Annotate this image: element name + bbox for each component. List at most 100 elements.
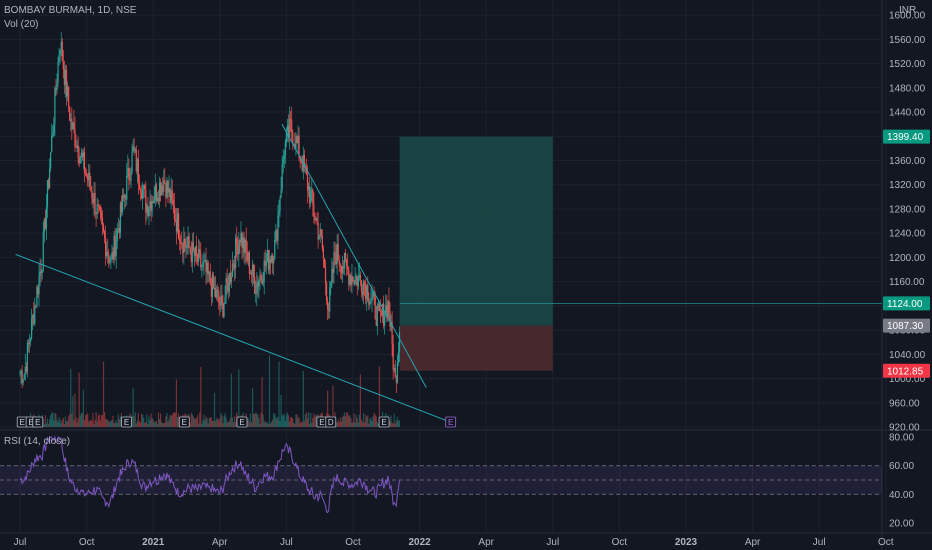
candle-body [189,248,191,253]
candle-body [335,254,337,264]
candle-body [179,238,181,243]
candle-body [98,205,100,207]
volume-bar [134,412,136,427]
candle-body [268,259,271,270]
volume-bar [390,415,392,427]
volume-bar [160,413,162,427]
candle-body [297,136,299,144]
candle-body [68,87,70,107]
earnings-marker-label: E [28,418,33,427]
volume-bar [308,412,310,427]
candle-body [53,123,55,134]
volume-bar [358,414,360,427]
trendlines-layer[interactable] [15,123,451,423]
volume-bar [117,413,119,427]
volume-bar [220,413,222,427]
volume-bar [235,421,237,427]
candle-body [373,291,375,297]
volume-bar [100,414,102,427]
candle-body [247,252,249,261]
volume-bar [249,413,252,427]
candle-body [154,184,156,200]
volume-bar [136,420,138,427]
candle-body [352,276,354,282]
candle-body [243,237,245,253]
earnings-markers[interactable]: E E E E E E E E ED [16,416,457,428]
volume-bar [145,422,147,427]
time-tick-label: Jul [546,537,559,548]
candle-body [91,190,93,199]
candle-body [157,198,160,202]
candle-body [64,69,67,85]
candle-body [101,217,104,225]
time-axis[interactable]: Jul Oct 2021 Apr Jul Oct 2022 Apr Jul Oct 2023 Apr J… [14,537,894,548]
candle-body [125,195,127,200]
candle-body [225,277,227,297]
volume-bar [212,420,215,427]
candle-body [78,158,80,164]
volume-bar [190,412,192,427]
candle-body [40,271,42,274]
volume-bar [149,420,151,427]
candle-body [86,173,88,176]
candle-body [107,252,109,256]
volume-bar [278,361,280,427]
position-tool[interactable] [399,136,882,371]
candle-body [151,201,153,211]
volume-bar [53,420,55,427]
candle-body [396,362,398,383]
target-zone [399,136,553,326]
candle-body [226,277,228,283]
volume-bar [264,421,266,427]
candle-body [397,351,400,363]
candle-body [349,275,351,285]
volume-bar [223,415,225,427]
volume-bar [101,415,104,427]
volume-bar [286,412,289,427]
volume-bar [157,412,160,427]
candle-body [303,154,305,168]
candle-body [295,136,297,150]
candle-body [305,167,308,175]
candle-body [180,242,182,244]
volume-bar [51,412,53,427]
candle-body [385,305,387,316]
candle-body [55,88,57,91]
volume-bar [282,415,284,427]
candle-body [172,199,174,206]
candle-body [375,318,377,326]
candle-body [241,232,243,248]
candle-body [84,172,87,174]
volume-bar [332,385,334,427]
volume-bar [92,412,94,427]
candle-body [333,252,335,273]
volume-bar [378,366,381,427]
volume-bar [209,417,211,427]
volume-bar [44,415,46,427]
candle-body [382,303,384,316]
candle-body [83,152,86,173]
volume-bar [312,417,314,427]
candle-body [21,370,23,383]
candle-body [339,264,341,267]
candle-body [138,181,141,190]
candle-body [221,295,223,303]
candle-body [371,297,373,301]
volume-bar [147,423,149,427]
candle-body [214,288,217,298]
earnings-marker [378,416,390,428]
volume-bar [72,395,74,427]
candle-body [52,133,54,136]
candle-body [161,185,163,196]
price-label-badge [883,363,930,378]
candle-body [108,255,110,263]
volume-bar [265,423,267,427]
volume-bar [276,418,278,427]
candle-body [144,185,146,190]
volume-bar [266,422,268,427]
candle-body [348,269,350,285]
volume-bar [111,419,113,427]
volume-bar [222,423,224,427]
candle-body [323,258,326,267]
